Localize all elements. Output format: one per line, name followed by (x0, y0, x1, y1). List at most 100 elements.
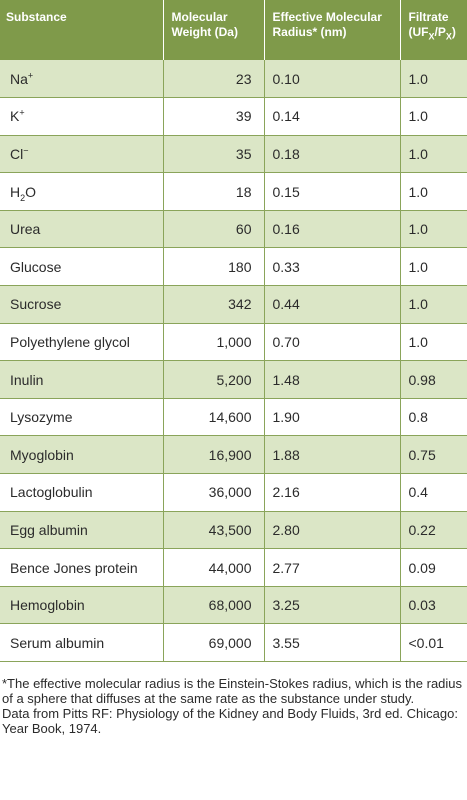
cell-radius: 3.25 (264, 586, 401, 625)
substance-superscript: − (23, 145, 29, 156)
substance-superscript: + (27, 69, 34, 80)
cell-filtrate: 1.0 (400, 97, 467, 136)
cell-substance: Sucrose (0, 285, 164, 324)
cell-radius: 0.15 (264, 172, 401, 211)
table-row: K+ 39 0.14 1.0 (0, 97, 467, 136)
cell-filtrate: 0.22 (400, 511, 467, 550)
substance-name: Bence Jones protein (10, 559, 138, 576)
cell-substance: Serum albumin (0, 623, 164, 662)
cell-filtrate: 1.0 (400, 285, 467, 324)
header-filtrate: Filtrate (UFX/PX) (400, 0, 467, 60)
header-radius-line1: Effective Molecular (272, 10, 382, 24)
cell-radius: 2.16 (264, 473, 401, 512)
table-footnotes: *The effective molecular radius is the E… (0, 662, 467, 736)
header-row: Substance Molecular Weight (Da) Effectiv… (0, 0, 467, 60)
substance-name: Sucrose (10, 296, 62, 313)
header-filtrate-line2: (UFX/PX) (408, 25, 456, 42)
cell-molecular-weight: 5,200 (163, 360, 265, 399)
cell-molecular-weight: 180 (163, 247, 265, 287)
cell-molecular-weight: 36,000 (163, 473, 265, 512)
header-filtrate-sub1: X (428, 31, 435, 42)
header-filtrate-p: /P (434, 25, 446, 39)
substance-superscript: + (19, 107, 25, 118)
cell-substance: Polyethylene glycol (0, 323, 164, 362)
cell-substance: Egg albumin (0, 511, 164, 550)
cell-radius: 0.70 (264, 323, 401, 362)
cell-molecular-weight: 68,000 (163, 586, 265, 625)
header-filtrate-line1: Filtrate (408, 10, 449, 24)
cell-molecular-weight: 14,600 (163, 398, 265, 437)
cell-substance: K+ (0, 97, 164, 136)
substance-name: Urea (10, 221, 41, 238)
substance-name: Egg albumin (10, 521, 88, 538)
substance-name: Myoglobin (10, 446, 74, 463)
substance-subscript: 2 (20, 192, 26, 203)
cell-filtrate: 0.98 (400, 360, 467, 399)
cell-substance: Glucose (0, 247, 164, 287)
table-row: H2O 18 0.15 1.0 (0, 172, 467, 211)
cell-radius: 2.77 (264, 548, 401, 587)
cell-filtrate: 0.75 (400, 435, 467, 475)
cell-filtrate: 1.0 (400, 247, 467, 287)
cell-radius: 0.18 (264, 135, 401, 174)
cell-substance: Urea (0, 210, 164, 249)
cell-filtrate: <0.01 (400, 623, 467, 662)
cell-filtrate: 0.4 (400, 473, 467, 512)
header-filtrate-end: ) (451, 25, 456, 39)
table-row: Lactoglobulin 36,000 2.16 0.4 (0, 473, 467, 512)
cell-radius: 0.10 (264, 60, 401, 99)
cell-radius: 0.44 (264, 285, 401, 324)
table-row: Inulin 5,200 1.48 0.98 (0, 360, 467, 399)
cell-radius: 0.16 (264, 210, 401, 249)
substance-name: Glucose (10, 258, 62, 275)
cell-filtrate: 1.0 (400, 323, 467, 362)
cell-radius: 2.80 (264, 511, 401, 550)
cell-molecular-weight: 69,000 (163, 623, 265, 662)
header-filtrate-sub2: X (445, 31, 452, 42)
header-substance: Substance (0, 0, 164, 60)
source-note: Data from Pitts RF: Physiology of the Ki… (2, 706, 458, 736)
table-row: Serum albumin 69,000 3.55 <0.01 (0, 623, 467, 662)
radius-footnote: *The effective molecular radius is the E… (2, 676, 463, 706)
cell-molecular-weight: 39 (163, 97, 265, 136)
cell-radius: 3.55 (264, 623, 401, 662)
cell-radius: 1.88 (264, 435, 401, 475)
cell-substance: Inulin (0, 360, 164, 399)
cell-substance: Myoglobin (0, 435, 164, 475)
cell-substance: Hemoglobin (0, 586, 164, 625)
cell-filtrate: 1.0 (400, 172, 467, 211)
substance-name: Cl (10, 145, 24, 162)
table-row: Cl− 35 0.18 1.0 (0, 135, 467, 174)
table-row: Myoglobin 16,900 1.88 0.75 (0, 435, 467, 475)
substance-name: Na (10, 70, 28, 87)
cell-molecular-weight: 43,500 (163, 511, 265, 550)
header-radius-line2: Radius* (nm) (272, 25, 347, 39)
substance-name: Lactoglobulin (10, 484, 93, 501)
table-row: Na+ 23 0.10 1.0 (0, 60, 467, 99)
cell-molecular-weight: 23 (163, 60, 265, 99)
cell-filtrate: 0.03 (400, 586, 467, 625)
substance-name: Serum albumin (10, 634, 105, 651)
cell-molecular-weight: 1,000 (163, 323, 265, 362)
header-mw-line1: Molecular (171, 10, 228, 24)
substance-name: Polyethylene glycol (10, 333, 130, 350)
table-header: Substance Molecular Weight (Da) Effectiv… (0, 0, 467, 60)
substance-name-tail: O (25, 183, 37, 200)
header-molecular-weight: Molecular Weight (Da) (163, 0, 265, 60)
header-radius: Effective Molecular Radius* (nm) (264, 0, 401, 60)
cell-substance: Cl− (0, 135, 164, 174)
table-row: Bence Jones protein 44,000 2.77 0.09 (0, 548, 467, 587)
cell-radius: 1.48 (264, 360, 401, 399)
cell-molecular-weight: 60 (163, 210, 265, 249)
table-row: Egg albumin 43,500 2.80 0.22 (0, 511, 467, 550)
cell-filtrate: 1.0 (400, 210, 467, 249)
cell-filtrate: 1.0 (400, 60, 467, 99)
cell-substance: Lysozyme (0, 398, 164, 437)
header-filtrate-uf: (UF (408, 25, 429, 39)
table-row: Hemoglobin 68,000 3.25 0.03 (0, 586, 467, 625)
substance-name: Lysozyme (10, 409, 73, 426)
cell-molecular-weight: 342 (163, 285, 265, 324)
substance-name: Hemoglobin (10, 597, 85, 614)
cell-filtrate: 1.0 (400, 135, 467, 174)
cell-radius: 0.14 (264, 97, 401, 136)
